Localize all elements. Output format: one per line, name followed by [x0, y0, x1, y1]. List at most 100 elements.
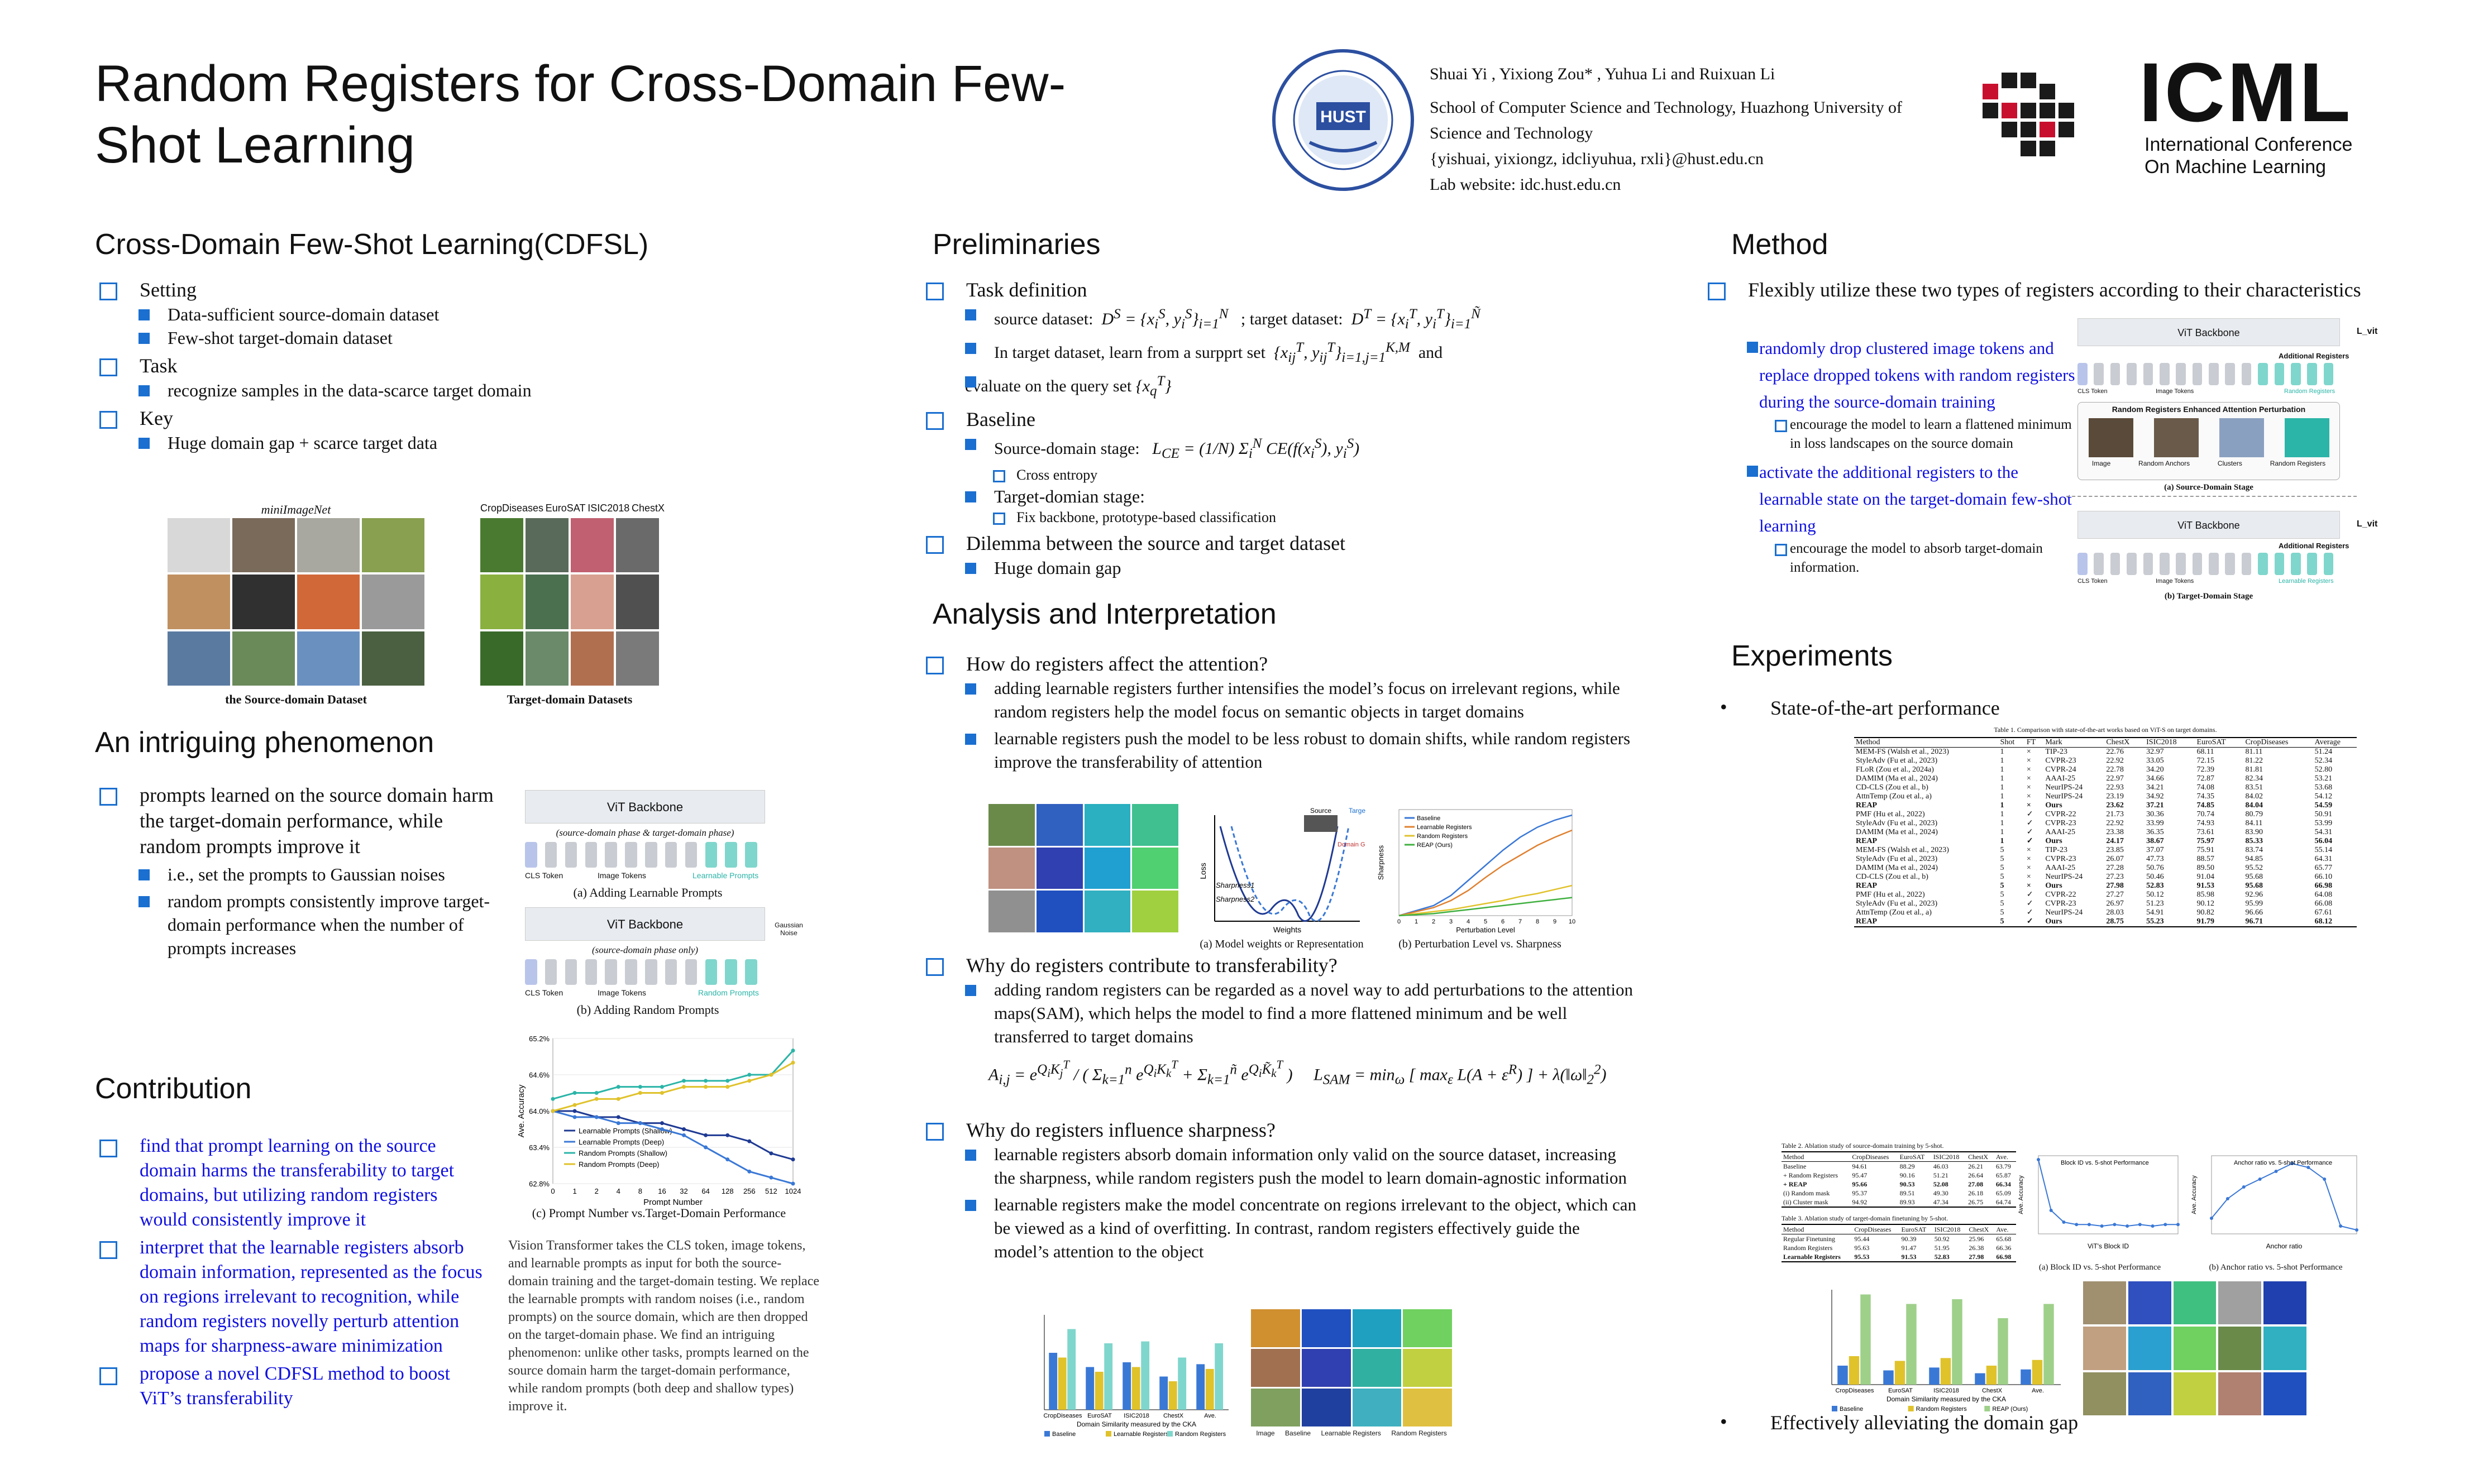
data-point — [791, 1049, 795, 1053]
table-cell: Ours — [2045, 882, 2062, 890]
target-task: In target dataset, learn from a surpprt … — [921, 336, 1647, 370]
target-label: CropDiseases — [480, 502, 544, 514]
table-row: CD-CLS (Zou et al., b) 5 × NeurIPS-24 27.23 5… — [1854, 873, 2357, 882]
token-icon — [2176, 553, 2186, 575]
legend-entry: Anchor ratio vs. 5-shot Performance — [2234, 1160, 2332, 1166]
data-point — [2126, 1224, 2129, 1228]
x-tick-label: ISIC2018 — [1124, 1413, 1149, 1419]
table-cell: 22.97 — [2106, 774, 2124, 783]
bar — [2043, 1304, 2054, 1385]
table-cell: 27.98 — [1969, 1253, 1984, 1261]
table-cell: NeurIPS-24 — [2045, 873, 2083, 881]
method-intro: Flexibly utilize these two types of regi… — [1703, 277, 2373, 303]
bar — [1860, 1294, 1871, 1385]
bar — [1986, 1366, 1997, 1385]
bar — [1104, 1343, 1113, 1410]
author-block: Shuai Yi , Yixiong Zou* , Yuhua Li and R… — [1430, 61, 1943, 198]
table-cell: 85.98 — [2196, 891, 2215, 899]
vit-box: ViT Backbone — [525, 907, 765, 941]
table-cell: 84.04 — [2245, 801, 2263, 810]
table-cell: Random Registers — [1783, 1244, 1833, 1252]
data-point — [660, 1121, 664, 1126]
data-point — [2138, 1223, 2142, 1227]
sharp2-tag: Sharpness2 — [1216, 895, 1255, 903]
series-line — [553, 1110, 794, 1161]
table-row: DAMIM (Ma et al., 2024) 1 × AAAI-25 22.97 34.… — [1854, 774, 2357, 783]
token-icon — [605, 959, 617, 985]
x-axis-label: ViT's Block ID — [2088, 1242, 2129, 1250]
table-cell: 5 — [2000, 882, 2004, 890]
table-cell: 1 — [2000, 757, 2004, 765]
legend-entry: Random Registers — [1417, 833, 1468, 840]
table-cell: 75.91 — [2196, 846, 2215, 854]
legend-entry: Random Registers — [1175, 1431, 1226, 1438]
x-tick-label: EuroSAT — [1888, 1387, 1913, 1394]
table-cell: 26.97 — [2106, 899, 2124, 908]
table-cell: 46.03 — [1933, 1162, 1948, 1170]
table-cell: StyleAdv (Fu et al., 2023) — [1856, 899, 1938, 908]
series-line — [552, 1110, 794, 1185]
table-cell: 23.19 — [2106, 792, 2124, 801]
data-point — [2290, 1162, 2294, 1165]
table-cell: 5 — [2000, 899, 2004, 908]
legend-entry: Learnable Prompts (Deep) — [579, 1138, 664, 1146]
col-label: Learnable Registers — [1321, 1429, 1381, 1437]
tokens-row — [2077, 553, 2340, 575]
table-cell: × — [2026, 774, 2031, 783]
data-point — [2258, 1177, 2262, 1181]
table-cell: × — [2026, 748, 2031, 756]
q2-sub: adding random registers can be regarded … — [921, 978, 1636, 1049]
table-row: Learnable Registers 95.53 91.53 52.83 27.98 6… — [1782, 1252, 2016, 1262]
table-cell: 65.87 — [1995, 1171, 2011, 1179]
table-cell: 25.96 — [1969, 1235, 1984, 1243]
fig1a-caption: (a) Model weights or Representation — [1200, 938, 1364, 950]
src-stage-text: Source-domain stage: — [994, 439, 1140, 458]
token-icon — [705, 842, 717, 868]
table-cell: CVPR-24 — [2045, 765, 2076, 774]
token-icon — [565, 959, 577, 985]
token-icon — [2192, 363, 2203, 385]
table-cell: StyleAdv (Fu et al., 2023) — [1856, 757, 1938, 765]
data-point — [2062, 1220, 2066, 1224]
table-cell: MEM-FS (Walsh et al., 2023) — [1856, 846, 1949, 854]
data-point — [616, 1115, 620, 1119]
learn-reg-label: Learnable Registers — [2279, 578, 2334, 585]
series-line — [552, 1050, 794, 1100]
table-row: REAP 1 ✓ Ours 24.17 38.67 75.97 85.33 56.04 — [1854, 837, 2357, 846]
token-icon — [2192, 553, 2203, 575]
svg-text:HUST: HUST — [1320, 108, 1366, 126]
table-cell: 22.76 — [2106, 748, 2124, 756]
data-point — [638, 1085, 642, 1089]
fig-b-caption: (b) Adding Random Prompts — [576, 1003, 719, 1017]
token-icon — [2159, 363, 2170, 385]
table-cell: 47.73 — [2146, 855, 2164, 863]
x-tick-label: ISIC2018 — [1933, 1387, 1959, 1394]
lab-website[interactable]: Lab website: idc.hust.edu.cn — [1430, 175, 1621, 194]
table-cell: 1 — [2000, 828, 2004, 836]
table-cell: 91.79 — [2196, 917, 2215, 926]
table-row: CD-CLS (Zou et al., b) 1 × NeurIPS-24 22.93 3… — [1854, 783, 2357, 792]
table-cell: TIP-23 — [2045, 846, 2067, 854]
data-point — [2087, 1223, 2091, 1227]
table-cell: 26.07 — [2106, 855, 2124, 863]
x-tick-label: ChestX — [1163, 1413, 1184, 1419]
lvit-label: L_vit — [2357, 327, 2378, 336]
tgt-stage: Target-domian stage: — [921, 485, 1647, 508]
table-cell: 47.34 — [1933, 1198, 1948, 1206]
table-cell: 70.74 — [2196, 810, 2215, 818]
x-tick-label: CropDiseases — [1043, 1413, 1082, 1419]
prelim-list: Task definition source dataset: DS = {xi… — [921, 274, 1647, 580]
tokens-row — [2077, 363, 2340, 385]
table-cell: 28.75 — [2106, 917, 2124, 926]
token-icon — [2274, 553, 2285, 575]
table-cell: 38.67 — [2146, 837, 2164, 845]
table-cell: 74.85 — [2196, 801, 2215, 810]
table-cell: 54.59 — [2314, 801, 2333, 810]
bar — [1049, 1353, 1058, 1410]
table-cell: 26.38 — [1969, 1244, 1984, 1252]
phase-a: (source-domain phase & target-domain pha… — [556, 827, 734, 838]
table-cell: 81.81 — [2245, 765, 2263, 774]
y-axis-label: Ave. Accuracy — [2191, 1175, 2198, 1214]
table-cell: 95.99 — [2245, 899, 2263, 908]
table-cell: 51.21 — [1933, 1171, 1948, 1179]
